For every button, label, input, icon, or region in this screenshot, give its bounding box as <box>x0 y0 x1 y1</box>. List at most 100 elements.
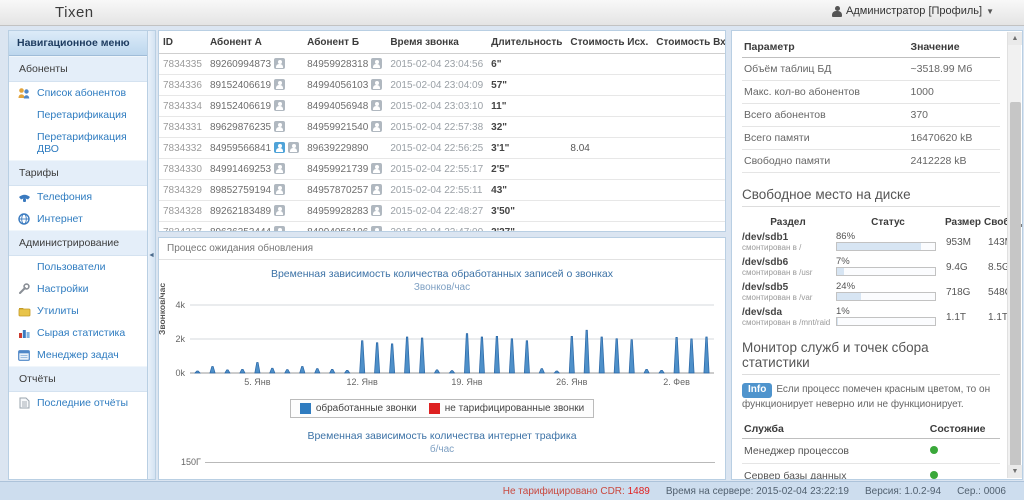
info-badge: Info <box>742 383 772 398</box>
x-axis-tick: 12. Янв <box>347 377 378 387</box>
subscriber-card-icon[interactable] <box>371 205 382 216</box>
calls-series-area <box>195 330 709 373</box>
status-bar-value: 1.0.2-94 <box>904 486 941 497</box>
cost-in-cell <box>652 201 726 222</box>
table-row[interactable]: 783432789636353444849940561062015-02-04 … <box>159 222 726 233</box>
subscriber-card-icon[interactable] <box>274 142 285 153</box>
disk-col-header: Статус <box>834 215 942 230</box>
subscriber-card-icon[interactable] <box>274 184 285 195</box>
cost-in-cell <box>652 222 726 233</box>
subscriber-card-icon[interactable] <box>371 121 382 132</box>
sidebar-item-интернет[interactable]: Интернет <box>9 208 147 230</box>
subscriber-a-cell: 89260994873 <box>206 54 303 75</box>
report-icon <box>17 397 31 409</box>
subscriber-card-icon[interactable] <box>288 142 299 153</box>
sidebar-section-header[interactable]: Абоненты <box>9 56 147 82</box>
phone-number: 84959928283 <box>307 206 368 217</box>
sidebar-item-утилиты[interactable]: Утилиты <box>9 300 147 322</box>
call-id-cell: 7834331 <box>159 117 206 138</box>
phone-number: 89260994873 <box>210 59 271 70</box>
disk-usage-bar-fill <box>837 293 861 300</box>
subscriber-card-icon[interactable] <box>274 226 285 232</box>
subscriber-card-icon[interactable] <box>274 163 285 174</box>
sidebar-item-менеджер-задач[interactable]: Менеджер задач <box>9 344 147 366</box>
sidebar-item-список-абонентов[interactable]: Список абонентов <box>9 82 147 104</box>
status-dot-ok <box>930 446 938 454</box>
disk-col-header: Раздел <box>742 215 834 230</box>
subscriber-card-icon[interactable] <box>371 100 382 111</box>
cost-out-cell <box>566 75 652 96</box>
sidebar-item-перетарификация-дво[interactable]: Перетарификация ДВО <box>9 126 147 160</box>
subscriber-card-icon[interactable] <box>371 226 382 232</box>
scrollbar-thumb[interactable] <box>1010 102 1021 474</box>
table-row[interactable]: 783432889262183489849599282832015-02-04 … <box>159 201 726 222</box>
y-axis-tick: 2k <box>175 334 185 344</box>
services-table: Служба Состояние Менеджер процессовСерве… <box>742 420 1000 480</box>
param-value: 370 <box>909 104 1001 127</box>
chart1-legend: обработанные звонкине тарифицированные з… <box>159 399 725 418</box>
sidebar-item-перетарификация[interactable]: Перетарификация <box>9 104 147 126</box>
subscriber-card-icon[interactable] <box>274 79 285 90</box>
subscriber-card-icon[interactable] <box>274 58 285 69</box>
subscriber-card-icon[interactable] <box>371 184 382 195</box>
calls-col-header: Абонент Б <box>303 31 386 54</box>
subscriber-card-icon[interactable] <box>371 58 382 69</box>
subscriber-b-cell: 84959921739 <box>303 159 386 180</box>
subscriber-card-icon[interactable] <box>371 163 382 174</box>
stats-icon <box>17 327 31 339</box>
sidebar-item-последние-отчёты[interactable]: Последние отчёты <box>9 392 147 414</box>
sidebar-item-настройки[interactable]: Настройки <box>9 278 147 300</box>
chart1-subtitle: Звонков/час <box>159 282 725 293</box>
sidebar-section-header[interactable]: Тарифы <box>9 160 147 186</box>
navigation-sidebar: Навигационное меню АбонентыСписок абонен… <box>8 30 148 480</box>
scroll-down-arrow[interactable]: ▼ <box>1008 465 1022 478</box>
call-id-cell: 7834334 <box>159 96 206 117</box>
param-name: Свободно памяти <box>742 150 909 173</box>
table-row[interactable]: 783433189629876235 84959921540 2015-02-04 … <box>159 117 726 138</box>
call-id-cell: 7834327 <box>159 222 206 233</box>
table-row[interactable]: 783433589260994873849599283182015-02-04 … <box>159 54 726 75</box>
cost-out-cell <box>566 54 652 75</box>
user-icon <box>832 6 842 17</box>
disk-size: 718G <box>942 287 984 298</box>
status-bar-item: Версия: 1.0.2-94 <box>857 486 949 497</box>
sidebar-item-сырая-статистика[interactable]: Сырая статистика <box>9 322 147 344</box>
user-profile-menu[interactable]: Администратор [Профиль] ▼ <box>832 5 994 17</box>
param-value: 1000 <box>909 81 1001 104</box>
phone-number: 84994056103 <box>307 80 368 91</box>
subscriber-card-icon[interactable] <box>274 121 285 132</box>
scroll-up-arrow[interactable]: ▲ <box>1008 32 1022 45</box>
subscriber-card-icon[interactable] <box>371 79 382 90</box>
call-time-cell: 2015-02-04 22:56:25 <box>386 138 487 159</box>
subscriber-card-icon[interactable] <box>274 205 285 216</box>
param-row: Объём таблиц БД~3518.99 Мб <box>742 58 1000 81</box>
sidebar-collapse-handle[interactable]: ◄ <box>148 30 156 480</box>
table-row[interactable]: 783433689152406619849940561032015-02-04 … <box>159 75 726 96</box>
disk-partition: /dev/sdb6смонтирован в /usr <box>742 255 834 280</box>
sidebar-section-header[interactable]: Отчёты <box>9 366 147 392</box>
phone-number: 84959921540 <box>307 122 368 133</box>
sidebar-item-пользователи[interactable]: Пользователи <box>9 256 147 278</box>
subscriber-b-cell: 89639229890 <box>303 138 386 159</box>
phone-number: 89852759194 <box>210 185 271 196</box>
service-name: Сервер базы данных <box>742 464 928 481</box>
table-row[interactable]: 783433489152406619849940569482015-02-04 … <box>159 96 726 117</box>
subscriber-a-cell: 89629876235 <box>206 117 303 138</box>
sidebar-section-header[interactable]: Администрирование <box>9 230 147 256</box>
subscriber-card-icon[interactable] <box>274 100 285 111</box>
params-table-body: Объём таблиц БД~3518.99 МбМакс. кол-во а… <box>742 58 1000 173</box>
table-row[interactable]: 783432989852759194849578702572015-02-04 … <box>159 180 726 201</box>
call-time-cell: 2015-02-04 22:57:38 <box>386 117 487 138</box>
sidebar-item-label: Перетарификация ДВО <box>37 131 141 155</box>
legend-item: не тарифицированные звонки <box>429 403 584 414</box>
table-row[interactable]: 783433284959566841896392298902015-02-04 … <box>159 138 726 159</box>
calls-table-panel: IDАбонент ААбонент БВремя звонкаДлительн… <box>158 30 726 232</box>
calls-chart-svg: 0k2k4k5. Янв12. Янв19. Янв26. Янв2. Фев <box>162 297 722 397</box>
cost-out-cell <box>566 117 652 138</box>
table-row[interactable]: 783433084991469253849599217392015-02-04 … <box>159 159 726 180</box>
sidebar-item-телефония[interactable]: Телефония <box>9 186 147 208</box>
right-panel-scrollbar[interactable]: ▲ ▼ <box>1007 32 1021 478</box>
phone-number: 84959921739 <box>307 164 368 175</box>
phone-number: 89152406619 <box>210 80 271 91</box>
chevron-down-icon: ▼ <box>986 7 994 16</box>
